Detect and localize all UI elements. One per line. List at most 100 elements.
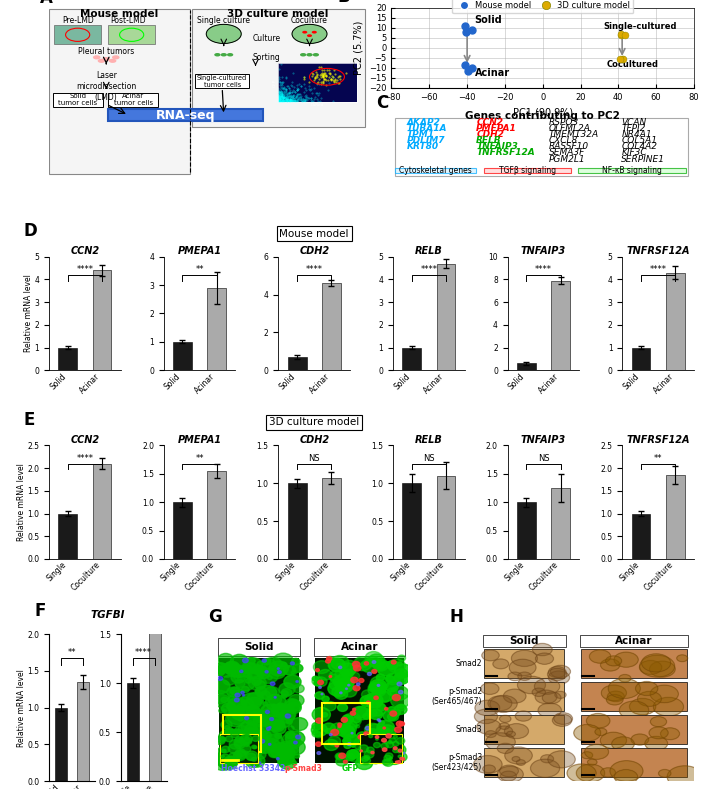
Circle shape	[400, 670, 407, 675]
Circle shape	[285, 731, 305, 746]
Bar	[322, 478, 341, 559]
Circle shape	[269, 750, 279, 757]
Circle shape	[348, 684, 350, 686]
Circle shape	[360, 662, 367, 667]
Circle shape	[278, 713, 287, 720]
Bar	[551, 281, 570, 370]
Circle shape	[381, 743, 388, 749]
Circle shape	[254, 746, 257, 749]
Circle shape	[351, 744, 355, 747]
Circle shape	[234, 707, 240, 712]
Circle shape	[335, 669, 350, 680]
Circle shape	[343, 678, 353, 686]
Bar	[173, 503, 192, 559]
Circle shape	[362, 690, 374, 699]
Circle shape	[231, 707, 249, 720]
Circle shape	[542, 692, 561, 704]
Circle shape	[381, 731, 390, 739]
Text: Mouse model: Mouse model	[280, 229, 349, 238]
Circle shape	[348, 742, 351, 746]
Circle shape	[395, 669, 407, 679]
Text: NS: NS	[308, 454, 320, 462]
Circle shape	[259, 762, 261, 764]
Circle shape	[236, 750, 246, 759]
Circle shape	[649, 727, 668, 739]
Circle shape	[376, 674, 385, 681]
Circle shape	[387, 676, 395, 682]
Circle shape	[266, 694, 286, 710]
Circle shape	[497, 766, 523, 783]
Circle shape	[339, 666, 341, 668]
Circle shape	[375, 691, 390, 703]
Text: AKAP2: AKAP2	[407, 118, 440, 127]
Circle shape	[318, 680, 323, 685]
Circle shape	[214, 694, 230, 708]
Circle shape	[226, 703, 236, 710]
Circle shape	[486, 733, 515, 751]
Circle shape	[335, 753, 344, 760]
Circle shape	[344, 735, 359, 746]
Circle shape	[228, 710, 247, 724]
Bar	[632, 514, 651, 559]
Circle shape	[338, 725, 341, 727]
Circle shape	[614, 653, 638, 667]
Circle shape	[278, 671, 281, 674]
Circle shape	[229, 757, 234, 761]
Circle shape	[641, 654, 671, 672]
Circle shape	[534, 679, 560, 694]
Title: TNFRSF12A: TNFRSF12A	[627, 435, 690, 445]
Text: Single culture: Single culture	[197, 16, 250, 24]
Bar	[551, 488, 570, 559]
Circle shape	[285, 739, 305, 755]
Title: CCN2: CCN2	[70, 246, 100, 256]
Circle shape	[339, 753, 346, 758]
Text: Smad2: Smad2	[456, 659, 482, 668]
Circle shape	[548, 751, 576, 768]
Circle shape	[282, 733, 300, 748]
Circle shape	[398, 755, 402, 757]
Circle shape	[238, 722, 257, 736]
Circle shape	[226, 752, 239, 763]
Circle shape	[474, 756, 502, 773]
Circle shape	[355, 725, 360, 728]
Circle shape	[281, 663, 287, 667]
Circle shape	[243, 700, 247, 704]
Text: Pleural tumors: Pleural tumors	[78, 47, 135, 56]
Circle shape	[217, 736, 225, 742]
Circle shape	[402, 752, 404, 754]
Circle shape	[275, 709, 294, 723]
Circle shape	[247, 657, 255, 664]
Circle shape	[606, 656, 622, 666]
Legend: Mouse model, 3D culture model: Mouse model, 3D culture model	[452, 0, 633, 13]
Circle shape	[395, 753, 407, 761]
Circle shape	[636, 682, 658, 695]
Circle shape	[226, 664, 243, 676]
Circle shape	[481, 683, 499, 694]
Circle shape	[482, 650, 499, 661]
Text: CDH2: CDH2	[476, 130, 504, 139]
Circle shape	[112, 55, 120, 59]
Circle shape	[353, 736, 372, 751]
Circle shape	[365, 727, 370, 730]
Text: COL5A1: COL5A1	[621, 136, 658, 145]
Text: A: A	[39, 0, 53, 6]
Y-axis label: Relative mRNA level: Relative mRNA level	[17, 463, 26, 541]
Circle shape	[289, 694, 304, 706]
Circle shape	[500, 716, 511, 723]
Circle shape	[383, 710, 397, 721]
Circle shape	[377, 719, 380, 721]
Circle shape	[290, 662, 294, 665]
Circle shape	[277, 746, 295, 760]
Circle shape	[242, 663, 257, 675]
Bar	[207, 471, 226, 559]
Circle shape	[222, 750, 226, 753]
Text: Cytoskeletal genes: Cytoskeletal genes	[399, 166, 472, 175]
Circle shape	[255, 750, 266, 759]
Text: Mouse model: Mouse model	[80, 9, 158, 19]
Circle shape	[234, 738, 245, 746]
Circle shape	[300, 53, 306, 57]
Bar	[437, 476, 456, 559]
Circle shape	[365, 724, 381, 736]
Circle shape	[353, 716, 360, 723]
Circle shape	[536, 653, 554, 664]
